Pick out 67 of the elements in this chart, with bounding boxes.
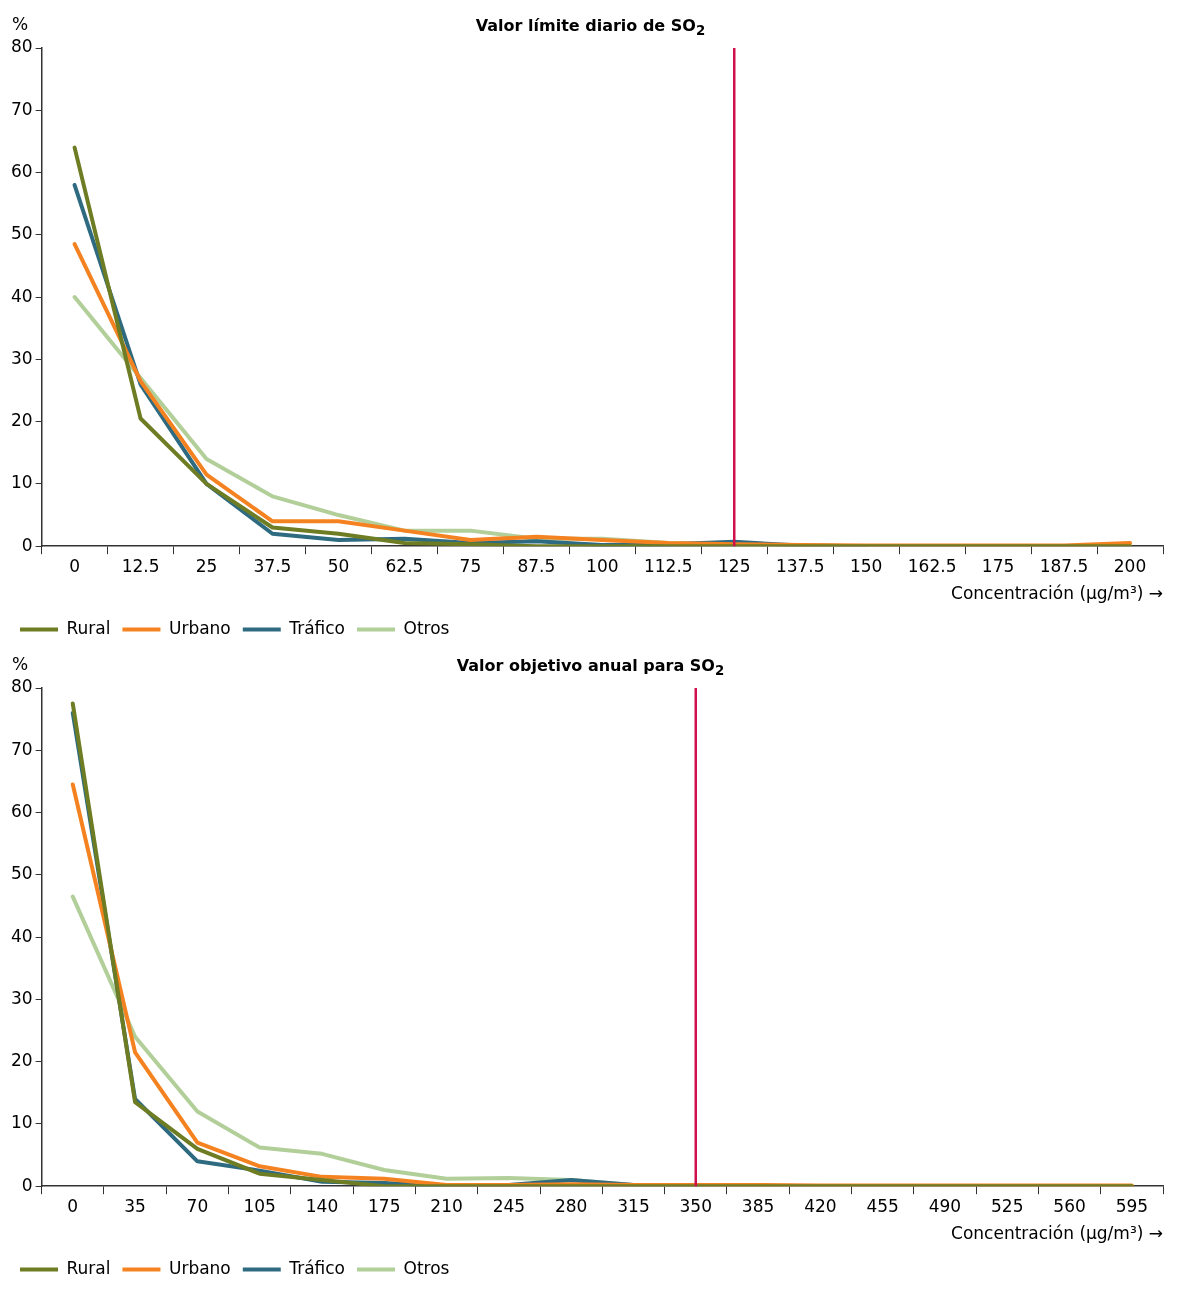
x-tick-label: 50 [327,555,350,576]
x-tick-label: 187.5 [1039,555,1089,576]
y-tick-label: 50 [10,223,33,244]
x-tick-label: 0 [69,555,81,576]
y-axis-title: % [12,654,29,675]
y-tick-label: 80 [10,36,33,57]
legend-label: Rural [66,617,111,638]
x-tick-label: 595 [1115,1195,1149,1216]
chart-title: Valor límite diario de SO$_{2}$ [475,16,706,39]
legend-label: Tráfico [288,1257,346,1278]
y-tick-label: 0 [21,1174,33,1195]
y-tick-label: 20 [10,410,33,431]
x-tick-label: 150 [849,555,883,576]
legend-label: Rural [66,1257,111,1278]
x-tick-label: 70 [186,1195,209,1216]
x-tick-label: 137.5 [775,555,825,576]
x-tick-label: 62.5 [385,555,424,576]
legend-label: Urbano [168,617,231,638]
x-tick-label: 385 [741,1195,775,1216]
x-tick-label: 0 [67,1195,79,1216]
y-axis-title: % [12,14,29,35]
x-tick-label: 280 [554,1195,588,1216]
x-tick-label: 245 [492,1195,526,1216]
x-axis-title: Concentración (µg/m³) → [951,1223,1163,1244]
x-tick-label: 490 [928,1195,962,1216]
legend-label: Otros [403,1257,450,1278]
y-tick-label: 70 [10,98,33,119]
x-tick-label: 140 [305,1195,339,1216]
y-tick-label: 20 [10,1050,33,1071]
x-tick-label: 125 [718,555,751,576]
y-tick-label: 70 [10,738,33,759]
y-tick-label: 30 [10,347,33,368]
x-tick-label: 100 [586,555,619,576]
x-tick-label: 315 [617,1195,650,1216]
x-tick-label: 350 [679,1195,712,1216]
x-tick-label: 105 [243,1195,276,1216]
x-tick-label: 12.5 [121,555,160,576]
y-tick-label: 60 [10,160,33,181]
y-tick-label: 10 [10,472,33,493]
x-tick-label: 560 [1053,1195,1086,1216]
x-tick-label: 25 [195,555,218,576]
x-tick-label: 420 [804,1195,837,1216]
y-tick-label: 30 [10,987,33,1008]
x-tick-label: 35 [124,1195,146,1216]
chart-title: Valor objetivo anual para SO$_{2}$ [456,656,725,679]
x-tick-label: 112.5 [643,555,693,576]
legend-label: Urbano [168,1257,231,1278]
y-tick-label: 40 [10,925,33,946]
x-tick-label: 175 [368,1195,401,1216]
x-tick-label: 525 [991,1195,1024,1216]
x-tick-label: 87.5 [517,555,556,576]
x-tick-label: 455 [866,1195,899,1216]
x-tick-label: 162.5 [907,555,957,576]
y-tick-label: 10 [10,1112,33,1133]
x-tick-label: 75 [459,555,482,576]
legend-label: Otros [403,617,450,638]
x-tick-label: 175 [981,555,1015,576]
y-tick-label: 60 [10,800,33,821]
y-tick-label: 80 [10,676,33,697]
y-tick-label: 0 [21,534,33,555]
x-axis-title: Concentración (µg/m³) → [951,583,1163,604]
legend-label: Tráfico [288,617,346,638]
y-tick-label: 40 [10,285,33,306]
x-tick-label: 200 [1113,555,1147,576]
x-tick-label: 37.5 [253,555,292,576]
y-tick-label: 50 [10,863,33,884]
x-tick-label: 210 [430,1195,463,1216]
